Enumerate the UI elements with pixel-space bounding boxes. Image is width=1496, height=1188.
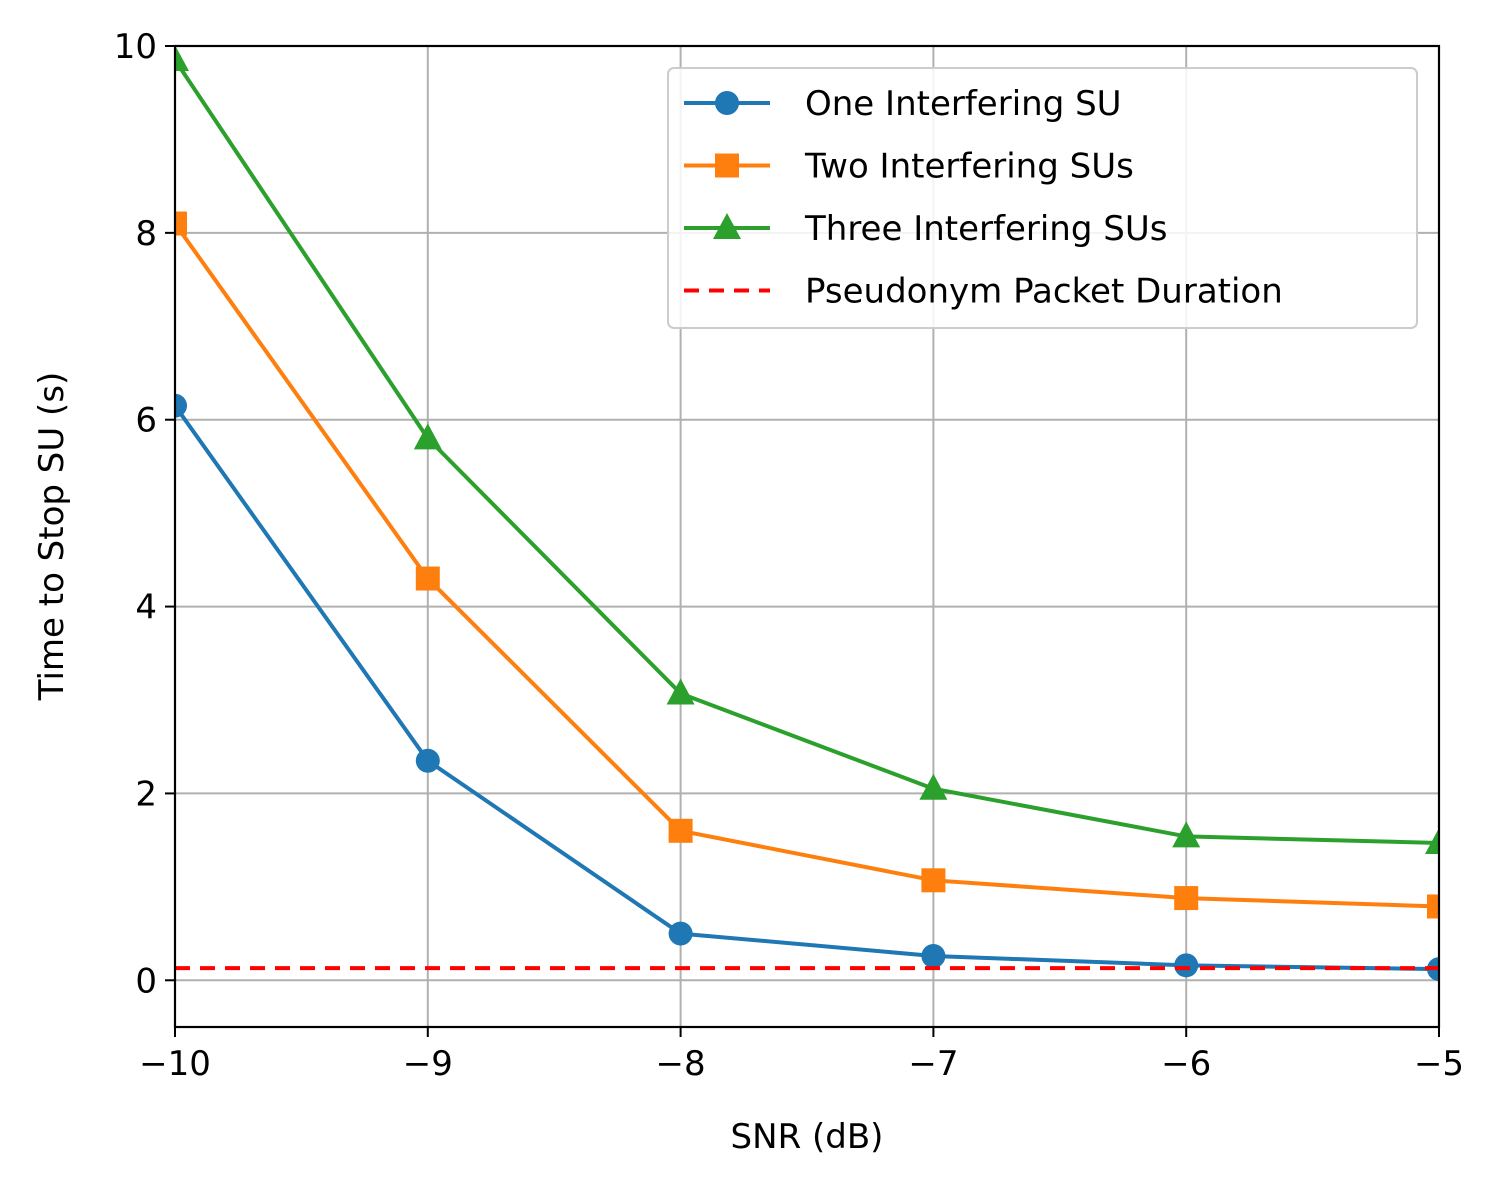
series-2-point [1174, 886, 1199, 911]
legend-label: Two Interfering SUs [804, 147, 1134, 187]
legend-label: One Interfering SU [805, 84, 1122, 124]
y-tick-label: 10 [114, 27, 157, 67]
legend-marker [715, 153, 739, 178]
x-tick-label: −6 [1161, 1044, 1211, 1084]
legend-box [667, 67, 1418, 329]
legend-marker [715, 91, 739, 115]
series-2-line [175, 222, 1439, 909]
plot-content [175, 46, 1439, 982]
y-axis-label: Time to Stop SU (s) [32, 372, 72, 702]
plot-frame [173, 44, 1441, 1029]
x-axis-label: SNR (dB) [731, 1117, 884, 1157]
series-2-point [415, 566, 440, 591]
legend-label: Three Interfering SUs [804, 209, 1167, 249]
series-1-point [175, 393, 187, 418]
legend: One Interfering SU Two Interfering SUs Thr… [667, 67, 1418, 329]
axis-ticks: −10 −9 −8 −7 −6 −5 0 2 4 6 8 10 [114, 27, 1464, 1084]
series-1-point [921, 943, 946, 968]
series-3-point [1172, 821, 1201, 848]
y-tick-label: 2 [135, 774, 157, 814]
y-tick-label: 4 [135, 588, 157, 628]
series-2-point [921, 868, 946, 893]
x-tick-label: −10 [139, 1044, 211, 1084]
x-tick-label: −8 [656, 1044, 706, 1084]
series-2-point [1427, 894, 1439, 919]
legend-marker [713, 213, 741, 239]
legend-label: Pseudonym Packet Duration [805, 272, 1283, 312]
series-1-point [415, 748, 440, 773]
x-tick-label: −7 [908, 1044, 958, 1084]
y-tick-label: 8 [135, 214, 157, 254]
series-3-point [1425, 827, 1439, 854]
series-2-point [668, 818, 693, 843]
series-3-point [413, 423, 442, 450]
plot-area [175, 46, 1439, 982]
series-3-line [175, 58, 1439, 845]
x-tick-label: −5 [1414, 1044, 1464, 1084]
series-1-line [175, 404, 1439, 972]
y-tick-label: 0 [135, 961, 157, 1001]
series-1-point [668, 921, 693, 946]
y-tick-label: 6 [135, 401, 157, 441]
legend-item: Two Interfering SUs [684, 147, 1134, 187]
series-3-point [919, 773, 948, 800]
series-2-point [175, 211, 187, 236]
legend-item: One Interfering SU [684, 84, 1122, 124]
series-1-point [1174, 953, 1199, 978]
series-3-point [175, 46, 189, 72]
legend-item: Pseudonym Packet Duration [684, 272, 1283, 312]
series-3-point [666, 678, 695, 705]
legend-item: Three Interfering SUs [684, 209, 1167, 249]
x-tick-label: −9 [403, 1044, 453, 1084]
